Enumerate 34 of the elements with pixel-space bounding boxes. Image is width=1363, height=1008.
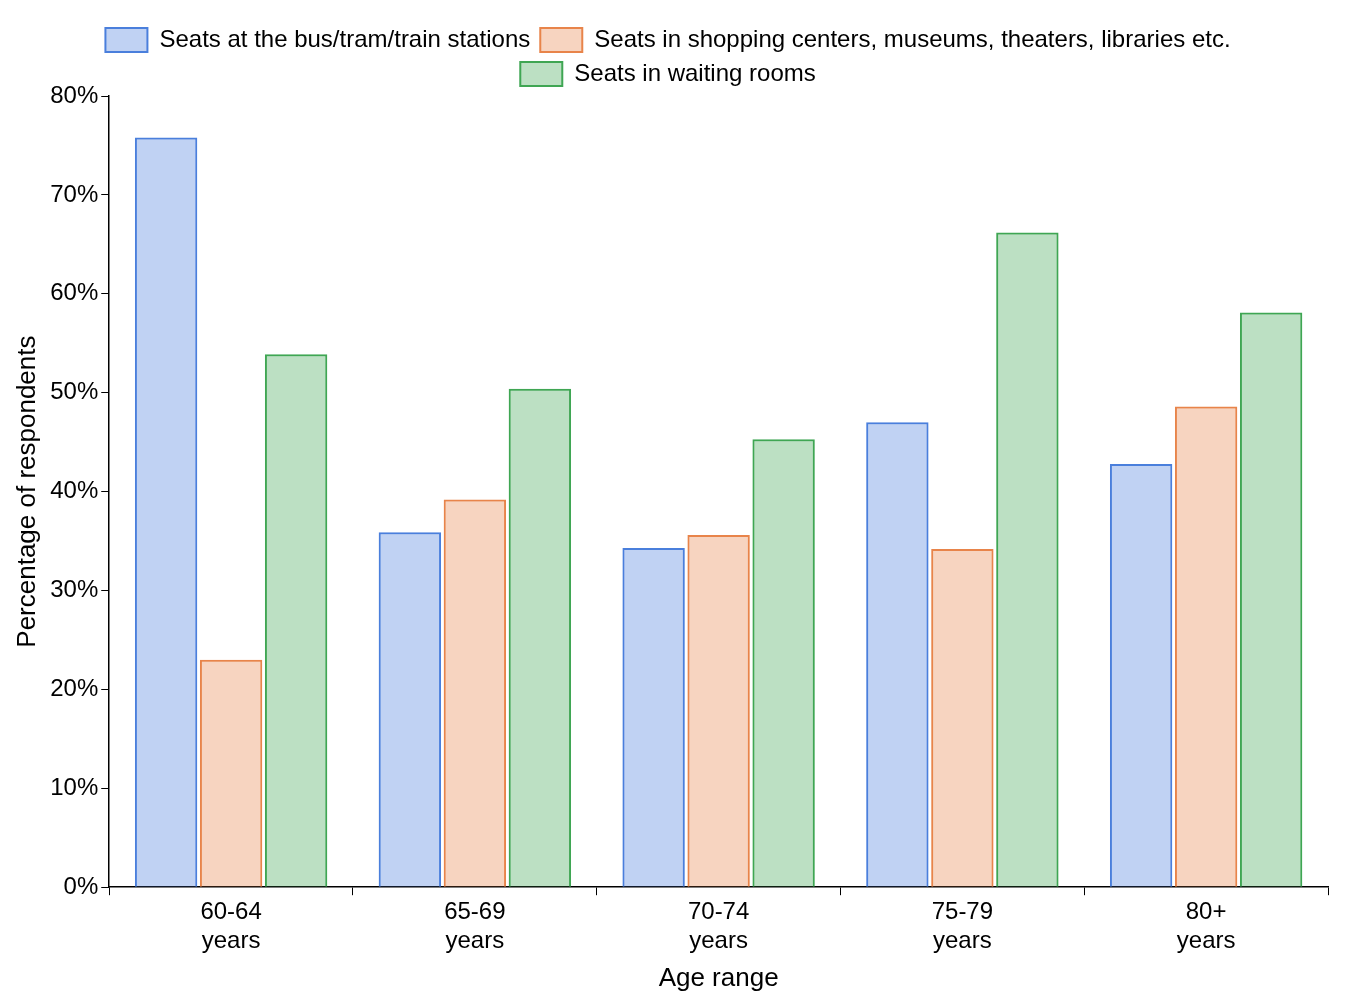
bar: [1109, 463, 1173, 887]
legend-label: Seats at the bus/tram/train stations: [159, 24, 531, 52]
bar: [508, 388, 572, 887]
bar: [378, 532, 442, 887]
x-tick-label: 75-79 years: [931, 897, 994, 954]
bar: [134, 137, 198, 887]
bar: [443, 499, 507, 887]
y-tick-label: 80%: [50, 80, 99, 108]
x-axis-title: Age range: [658, 961, 779, 992]
y-tick-label: 70%: [50, 179, 99, 207]
bar: [931, 548, 994, 887]
x-tick-label: 65-69 years: [444, 897, 506, 954]
bar: [687, 535, 750, 887]
y-tick-label: 40%: [50, 476, 99, 504]
bar: [264, 354, 328, 887]
bar: [752, 439, 815, 887]
x-tick-label: 70-74 years: [687, 897, 750, 954]
bar: [622, 547, 685, 887]
bar: [1239, 312, 1303, 887]
bar: [996, 232, 1059, 887]
y-tick-label: 50%: [50, 377, 99, 405]
y-axis-title: Percentage of respondents: [10, 335, 41, 648]
y-tick-label: 30%: [50, 575, 99, 603]
x-tick-label: 60-64 years: [200, 897, 262, 954]
legend-label: Seats in waiting rooms: [574, 58, 816, 86]
bar: [199, 659, 263, 887]
y-tick-label: 20%: [50, 674, 99, 702]
bar: [1174, 406, 1238, 887]
y-tick-label: 10%: [50, 772, 99, 800]
y-tick-label: 0%: [63, 871, 99, 899]
bar: [866, 422, 929, 887]
x-tick-label: 80+ years: [1176, 897, 1236, 954]
y-tick-label: 60%: [50, 278, 99, 306]
legend-label: Seats in shopping centers, museums, theaters, libraries etc.: [594, 24, 1231, 52]
